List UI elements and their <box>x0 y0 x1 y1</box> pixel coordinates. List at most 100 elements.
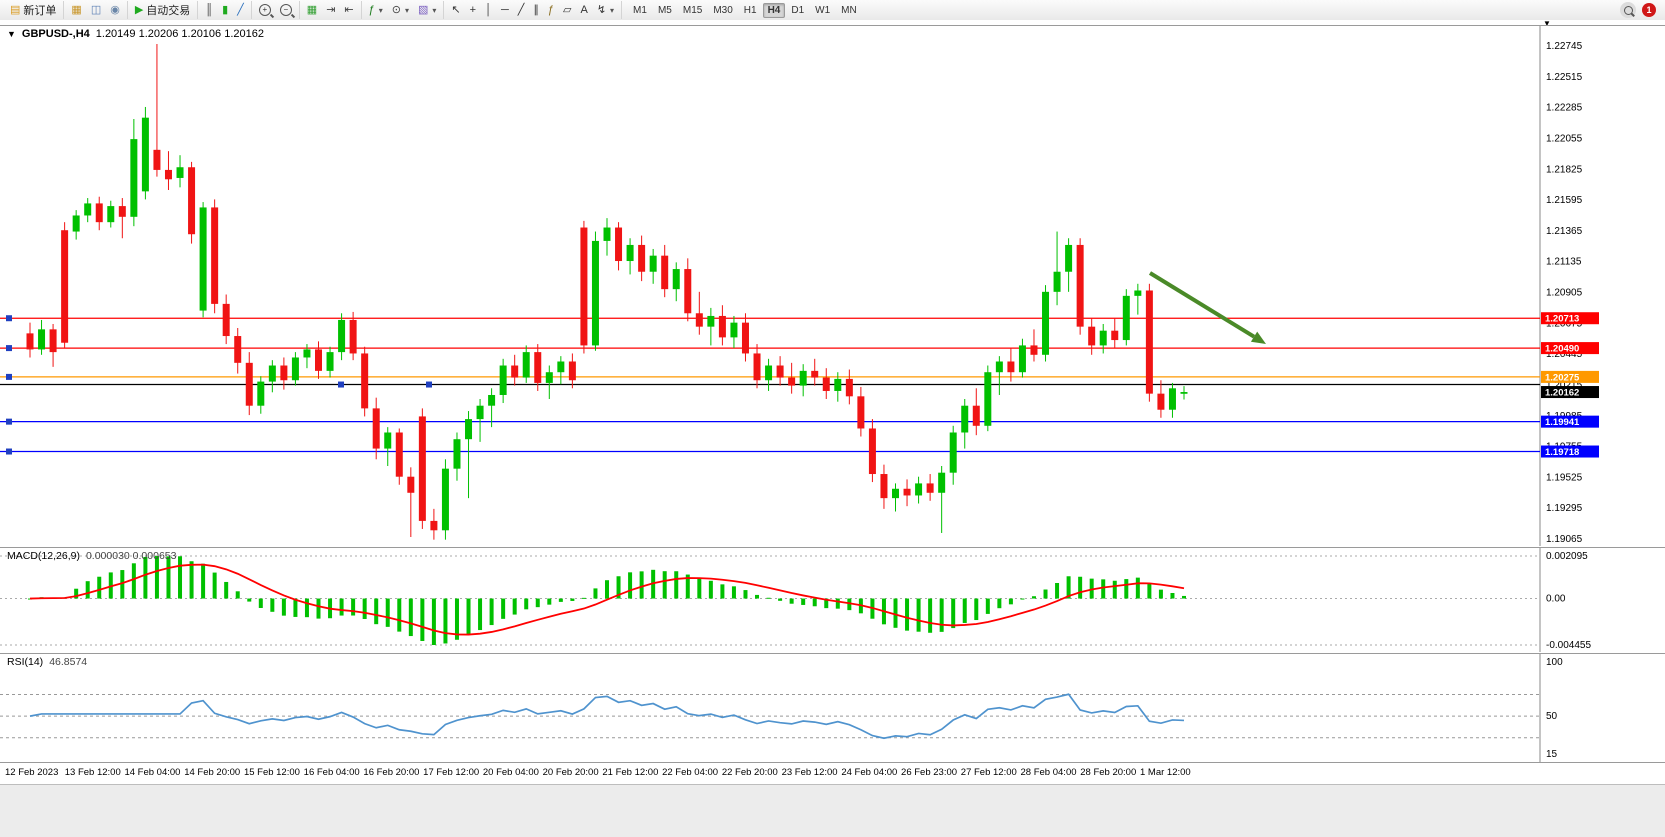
zoom-out-icon[interactable]: − <box>277 3 295 17</box>
toolbar-group: ▤ 新订单 <box>3 1 65 19</box>
time-axis-label: 28 Feb 20:00 <box>1080 767 1137 778</box>
rsi-panel: 100 50 15 RSI(14) 46.8574 <box>0 653 1665 762</box>
zoom-in-icon: + <box>258 4 271 16</box>
toolbar: ▤ 新订单 ▦ ◫ ◉ ▶ 自动交易 ║ ▮ ╱ + − ▦ ⇥ ⇤ ƒ ▾ ⊙ ▾ ▧ ▾ ↖ + │ ─ ╱ ∥ ƒ ▱ A ↯ ▾ M1… <box>0 0 1665 21</box>
zoom-in-icon[interactable]: + <box>256 3 274 17</box>
toolbar-group: ▶ 自动交易 <box>128 1 199 19</box>
templates-button: ▧ <box>418 3 429 16</box>
fibonacci-tool-icon[interactable]: ƒ <box>545 4 557 17</box>
zoom-out-icon: − <box>279 4 292 16</box>
vertical-line-tool-icon[interactable]: │ <box>482 4 495 17</box>
toolbar-group: ƒ ▾ ⊙ ▾ ▧ ▾ <box>362 1 445 19</box>
periods-button: ⊙ <box>391 3 401 16</box>
charts-window-icon[interactable]: ▦ <box>68 4 84 17</box>
toolbar-group: ║ ▮ ╱ <box>198 1 252 19</box>
new-order-button-label: 新订单 <box>23 5 57 17</box>
svg-text:15: 15 <box>1546 749 1558 760</box>
time-axis-label: 26 Feb 23:00 <box>901 767 958 778</box>
auto-scroll-icon: ⇥ <box>326 3 336 16</box>
time-axis[interactable]: 12 Feb 2023 13 Feb 12:00 14 Feb 04:00 14 Fe… <box>0 762 1665 784</box>
price-chart-canvas[interactable]: 1.22745 1.22515 1.22285 1.22055 1.21825 1.215… <box>0 26 1665 546</box>
vertical-line-tool-icon: │ <box>485 3 492 16</box>
time-axis-label: 24 Feb 04:00 <box>841 767 898 778</box>
timeframe-M5[interactable]: M5 <box>657 4 672 16</box>
fullscreen-icon[interactable]: ◉ <box>107 4 123 17</box>
svg-text:1.19295: 1.19295 <box>1546 503 1583 514</box>
toolbar-group: ↖ + │ ─ ╱ ∥ ƒ ▱ A ↯ ▾ <box>444 1 623 19</box>
shapes-tool-icon[interactable]: ▱ <box>560 4 574 17</box>
periods-button[interactable]: ⊙ ▾ <box>389 4 412 17</box>
svg-text:1.22515: 1.22515 <box>1546 72 1583 83</box>
timeframe-MN[interactable]: MN <box>841 4 857 16</box>
timeframe-H1[interactable]: H1 <box>743 4 757 16</box>
price-panel: 1.22745 1.22515 1.22285 1.22055 1.21825 1.215… <box>0 25 1665 546</box>
toolbar-groups: ▤ 新订单 ▦ ◫ ◉ ▶ 自动交易 ║ ▮ ╱ + − ▦ ⇥ ⇤ ƒ ▾ ⊙ ▾ ▧ ▾ ↖ + │ ─ ╱ ∥ ƒ ▱ A ↯ ▾ <box>3 1 623 19</box>
auto-trading-icon: ▶ <box>134 3 144 16</box>
arrows-tool-icon[interactable]: ↯ ▾ <box>594 4 617 17</box>
svg-text:1.20162: 1.20162 <box>1545 388 1579 399</box>
trendline-tool-icon[interactable]: ╱ <box>515 4 528 17</box>
time-axis-label: 27 Feb 12:00 <box>960 767 1017 778</box>
timeframe-H4[interactable]: H4 <box>762 2 786 18</box>
line-chart-icon: ╱ <box>237 3 244 16</box>
candlestick-chart-icon: ▮ <box>222 3 229 16</box>
cursor-tool-icon[interactable]: ↖ <box>448 4 463 17</box>
search-button[interactable] <box>1620 2 1636 18</box>
macd-canvas[interactable]: 0.002095 0.00 -0.004455 <box>0 548 1665 652</box>
fullscreen-icon: ◉ <box>110 3 120 16</box>
dropdown-caret-icon: ▾ <box>432 5 437 15</box>
indicators-button[interactable]: ƒ ▾ <box>366 4 386 17</box>
scroll-to-end-icon[interactable]: ▼ <box>1543 19 1551 28</box>
svg-text:1.20490: 1.20490 <box>1545 344 1579 355</box>
time-axis-label: 16 Feb 20:00 <box>363 767 420 778</box>
toolbar-right: 1 <box>1620 2 1662 18</box>
svg-text:1.20445: 1.20445 <box>1546 349 1583 360</box>
time-axis-label: 14 Feb 20:00 <box>184 767 241 778</box>
timeframe-M30[interactable]: M30 <box>713 4 733 16</box>
timeframe-M1[interactable]: M1 <box>633 4 647 16</box>
svg-text:0.00: 0.00 <box>1546 594 1566 605</box>
auto-trading-button[interactable]: ▶ 自动交易 <box>132 1 193 19</box>
crosshair-tool-icon[interactable]: + <box>467 4 479 17</box>
time-axis-label: 21 Feb 12:00 <box>602 767 659 778</box>
svg-text:1.22285: 1.22285 <box>1546 103 1583 114</box>
profiles-icon: ◫ <box>90 3 102 16</box>
horizontal-line-tool-icon[interactable]: ─ <box>498 4 512 17</box>
time-axis-label: 1 Mar 12:00 <box>1140 767 1191 778</box>
timeframe-M15[interactable]: M15 <box>682 4 703 16</box>
svg-text:-0.004455: -0.004455 <box>1546 640 1591 651</box>
channel-tool-icon[interactable]: ∥ <box>530 4 542 17</box>
svg-text:1.21825: 1.21825 <box>1546 164 1583 175</box>
line-chart-icon[interactable]: ╱ <box>234 4 247 17</box>
rsi-canvas[interactable]: 100 50 15 <box>0 654 1665 762</box>
bar-chart-icon[interactable]: ║ <box>202 4 216 17</box>
svg-text:1.20905: 1.20905 <box>1546 288 1583 299</box>
svg-text:1.19525: 1.19525 <box>1546 472 1583 483</box>
timeframe-W1[interactable]: W1 <box>815 4 831 16</box>
new-order-button[interactable]: ▤ 新订单 <box>7 1 59 19</box>
notification-badge[interactable]: 1 <box>1642 3 1656 17</box>
time-axis-label: 15 Feb 12:00 <box>243 767 300 778</box>
timeframe-bar: M1 M5 M15 M30 H1 H4 D1 W1 MN <box>622 2 868 18</box>
svg-text:1.19941: 1.19941 <box>1545 417 1580 428</box>
svg-text:1.22055: 1.22055 <box>1546 133 1583 144</box>
time-axis-label: 22 Feb 04:00 <box>662 767 719 778</box>
candlestick-chart-icon[interactable]: ▮ <box>219 4 231 17</box>
shapes-tool-icon: ▱ <box>563 3 572 16</box>
tile-windows-icon: ▦ <box>306 3 318 16</box>
channel-tool-icon: ∥ <box>533 3 539 16</box>
text-tool-icon[interactable]: A <box>577 4 590 17</box>
auto-scroll-icon[interactable]: ⇥ <box>323 4 338 17</box>
templates-button[interactable]: ▧ ▾ <box>415 4 439 17</box>
svg-text:1.19065: 1.19065 <box>1546 534 1583 545</box>
dropdown-caret-icon: ▾ <box>404 5 409 15</box>
profiles-icon[interactable]: ◫ <box>88 4 104 17</box>
svg-text:1.20215: 1.20215 <box>1546 380 1583 391</box>
timeframe-D1[interactable]: D1 <box>791 4 805 16</box>
chart-shift-icon[interactable]: ⇤ <box>341 4 356 17</box>
svg-text:1.20275: 1.20275 <box>1545 372 1580 383</box>
chart-window: ▼ 1.22745 1.22515 1.22285 1.22055 1.21825 1.2… <box>0 19 1665 837</box>
time-axis-label: 13 Feb 12:00 <box>64 767 121 778</box>
tile-windows-icon[interactable]: ▦ <box>304 4 320 17</box>
svg-text:1.19718: 1.19718 <box>1545 447 1579 458</box>
